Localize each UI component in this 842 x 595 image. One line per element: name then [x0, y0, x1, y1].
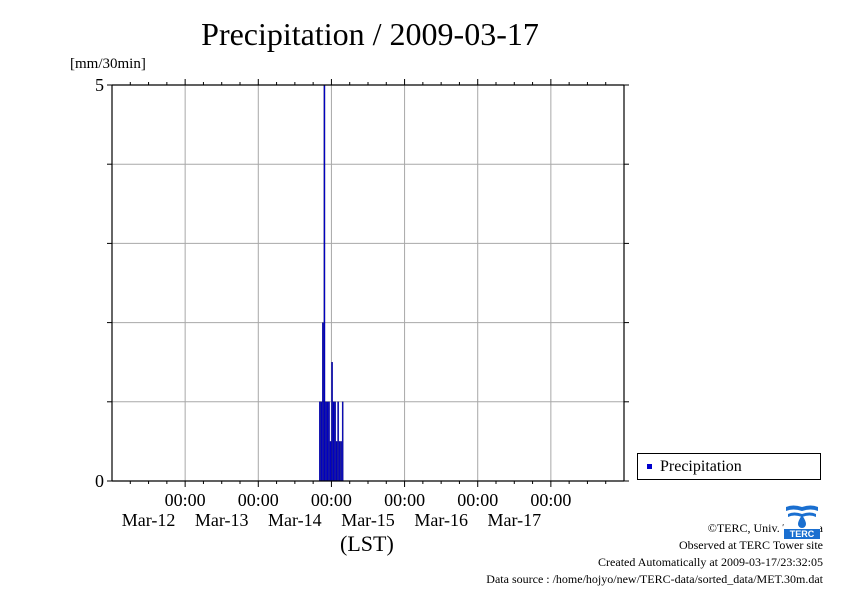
precip-bar — [341, 401, 344, 482]
precip-bar — [325, 401, 327, 482]
x-tick-time-label: 00:00 — [165, 490, 206, 510]
x-tick-time-label: 00:00 — [384, 490, 425, 510]
x-tick-date-label: Mar-13 — [195, 510, 249, 530]
precip-bar — [322, 322, 324, 482]
x-tick-date-label: Mar-16 — [414, 510, 468, 530]
precip-bar — [337, 401, 339, 482]
precip-bar — [323, 84, 326, 482]
precip-bar — [332, 401, 335, 482]
x-tick-time-label: 00:00 — [457, 490, 498, 510]
precip-bar — [329, 441, 332, 482]
precip-bar — [326, 401, 329, 482]
precip-bar — [319, 401, 321, 482]
x-tick-date-label: Mar-14 — [268, 510, 322, 530]
y-tick-label: 0 — [95, 471, 104, 491]
axis-layer: 0500:00Mar-1200:00Mar-1300:00Mar-1400:00… — [95, 75, 629, 530]
x-axis-label: (LST) — [340, 531, 394, 556]
legend-label: Precipitation — [660, 458, 742, 475]
y-tick-label: 5 — [95, 75, 104, 95]
x-tick-date-label: Mar-12 — [122, 510, 176, 530]
legend-swatch — [647, 464, 652, 469]
legend: Precipitation — [637, 453, 821, 480]
logo-text: TERC — [790, 529, 815, 539]
x-tick-date-label: Mar-15 — [341, 510, 395, 530]
precip-bar — [328, 401, 330, 482]
grid-layer — [112, 85, 624, 481]
x-tick-time-label: 00:00 — [311, 490, 352, 510]
precip-bar — [320, 401, 323, 482]
x-tick-date-label: Mar-17 — [487, 510, 541, 530]
footer-source: Data source : /home/hojyo/new/TERC-data/… — [486, 572, 823, 586]
precip-bar — [335, 441, 338, 482]
precip-bar — [334, 401, 336, 482]
chart-title: Precipitation / 2009-03-17 — [201, 16, 539, 52]
precip-bar — [340, 441, 342, 482]
precip-bar — [331, 362, 333, 482]
y-unit-label: [mm/30min] — [70, 56, 146, 72]
x-tick-time-label: 00:00 — [238, 490, 279, 510]
precip-bar — [338, 441, 341, 482]
x-tick-time-label: 00:00 — [530, 490, 571, 510]
footer-observed: Observed at TERC Tower site — [678, 538, 823, 552]
terc-logo-icon: TERC — [784, 503, 820, 539]
footer-created: Created Automatically at 2009-03-17/23:3… — [598, 555, 823, 569]
